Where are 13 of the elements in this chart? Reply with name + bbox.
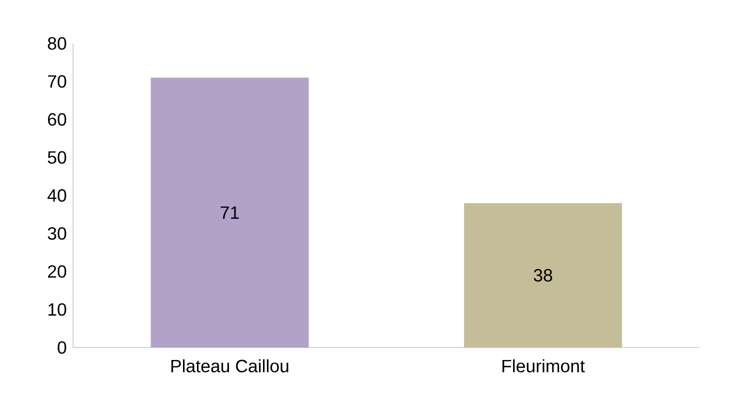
x-tick-label: Plateau Caillou [171,360,288,373]
y-tick-label: 30 [48,227,66,240]
y-tick-label: 80 [48,37,66,50]
y-tick-label: 20 [48,265,66,278]
y-tick-label: 60 [48,113,66,126]
y-tick-label: 10 [48,303,66,316]
y-tick-label: 70 [48,75,66,88]
y-tick-label: 50 [48,151,66,164]
data-label: 38 [534,269,552,282]
y-tick-label: 0 [58,341,66,354]
x-tick-label: Fleurimont [502,360,585,373]
y-tick-label: 40 [48,189,66,202]
data-label: 71 [220,206,239,219]
